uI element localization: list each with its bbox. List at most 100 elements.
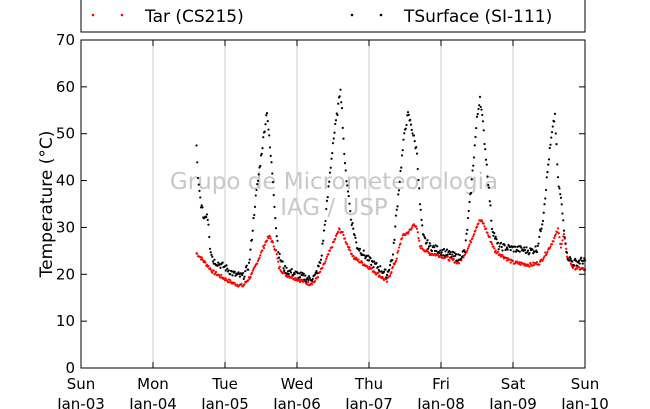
data-point [261, 249, 264, 252]
data-point [197, 183, 200, 186]
data-point [481, 113, 484, 117]
data-point [334, 234, 338, 237]
data-point [349, 218, 353, 221]
data-point [519, 263, 522, 266]
data-point [496, 250, 500, 253]
data-point [499, 241, 503, 245]
data-point [409, 118, 412, 121]
data-point [245, 264, 248, 267]
data-point [564, 242, 567, 245]
data-point [568, 259, 571, 262]
data-point [373, 260, 376, 263]
data-point [395, 208, 398, 211]
data-point [415, 225, 418, 228]
data-point [410, 226, 413, 230]
data-point [549, 143, 552, 146]
data-point [471, 237, 474, 240]
data-point [373, 271, 377, 274]
data-point [465, 232, 468, 235]
data-point [488, 236, 491, 239]
data-point [556, 163, 559, 166]
data-point [544, 197, 547, 200]
data-point [444, 250, 447, 253]
data-point [553, 236, 556, 240]
data-point [205, 263, 209, 267]
data-point [321, 266, 324, 269]
data-point [212, 269, 215, 272]
data-point [552, 240, 555, 243]
data-point [505, 246, 509, 249]
data-point [546, 250, 549, 253]
data-point [241, 273, 244, 276]
data-series [195, 88, 587, 288]
data-point [326, 196, 329, 199]
data-point [516, 260, 519, 263]
data-point [320, 254, 323, 257]
data-point [550, 243, 554, 246]
data-point [553, 112, 557, 115]
x-tick-label-date: Jan-08 [416, 395, 465, 409]
data-point [376, 271, 380, 275]
data-point [258, 256, 261, 259]
data-point [322, 229, 326, 232]
data-point [518, 250, 521, 253]
data-point [330, 157, 333, 160]
data-point [304, 280, 308, 283]
data-point [342, 233, 345, 237]
data-point [329, 166, 332, 169]
data-point [278, 252, 281, 256]
data-point [209, 268, 212, 271]
data-point [468, 200, 471, 204]
data-point [474, 135, 477, 139]
data-point [449, 250, 452, 254]
data-point [206, 218, 209, 222]
data-point [405, 123, 408, 127]
x-tick-label-day: Sat [501, 375, 526, 393]
data-point [482, 129, 485, 132]
data-point [384, 268, 387, 271]
data-point [334, 119, 338, 122]
data-point [319, 258, 323, 261]
data-point [538, 235, 541, 239]
data-point [416, 167, 419, 171]
series-tsurface [195, 88, 587, 283]
data-point [562, 233, 566, 236]
data-point [308, 277, 311, 280]
data-point [358, 247, 362, 250]
data-point [439, 253, 443, 256]
data-point [546, 171, 549, 174]
data-point [475, 225, 479, 228]
data-point [487, 183, 490, 187]
data-point [438, 256, 441, 259]
data-point [466, 249, 469, 252]
data-point [319, 261, 322, 264]
data-point [332, 240, 335, 243]
data-point [339, 88, 342, 91]
data-point [418, 239, 421, 242]
data-point [558, 187, 561, 190]
data-point [400, 166, 403, 169]
data-point [446, 253, 449, 256]
data-point [418, 203, 422, 206]
data-point [450, 255, 453, 258]
data-point [334, 122, 337, 126]
data-point [271, 172, 274, 175]
data-point [331, 246, 334, 249]
data-point [435, 249, 438, 253]
data-point [393, 238, 396, 241]
data-point [255, 188, 258, 192]
data-point [478, 104, 481, 107]
data-point [577, 259, 581, 262]
data-point [575, 267, 578, 270]
data-point [561, 212, 564, 215]
data-point [229, 279, 232, 282]
data-point [490, 243, 494, 246]
data-point [466, 228, 469, 231]
data-point [256, 179, 260, 182]
data-point [490, 240, 493, 244]
data-point [209, 251, 212, 254]
data-point [343, 152, 346, 156]
y-tick-label: 0 [65, 359, 75, 377]
data-point [217, 273, 221, 276]
